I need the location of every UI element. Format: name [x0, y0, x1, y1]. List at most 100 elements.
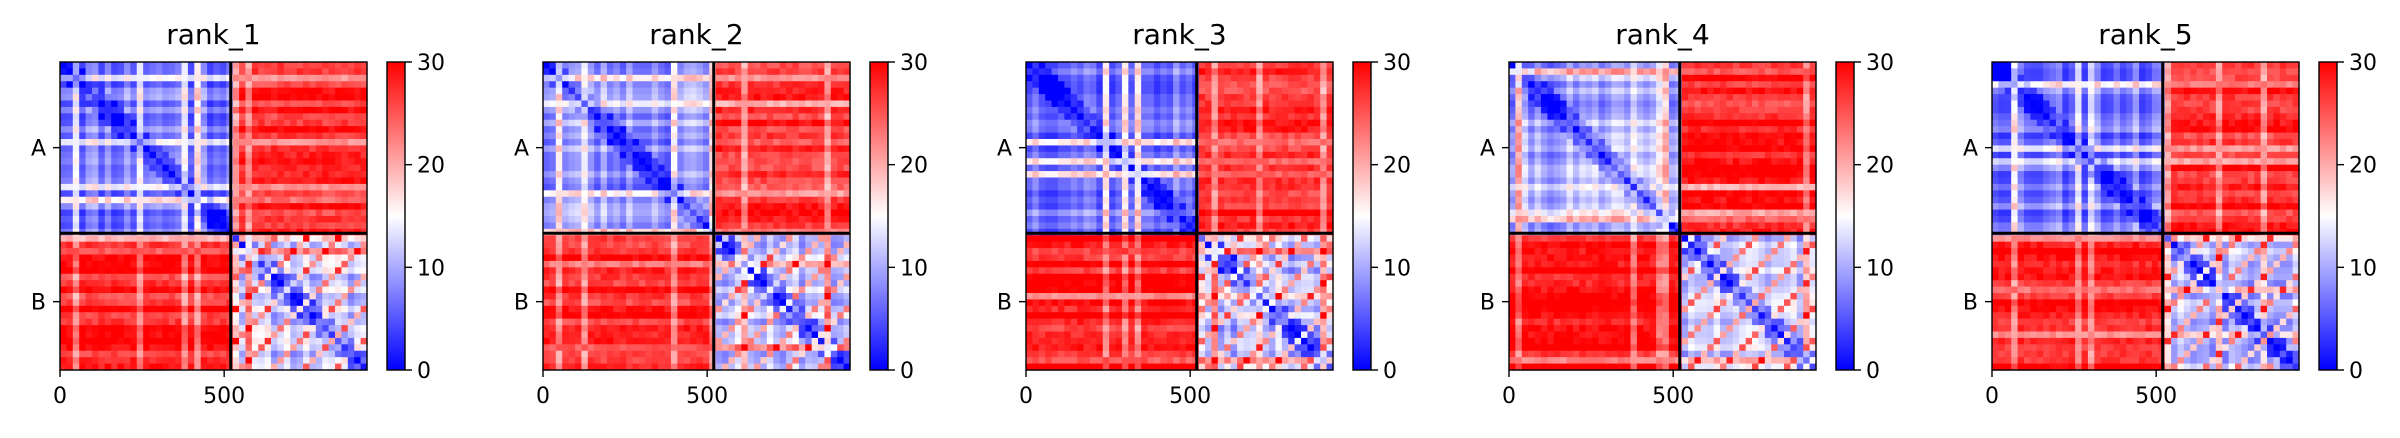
heatmap-cell	[798, 203, 806, 211]
heatmap-cell	[773, 350, 781, 358]
heatmap-cell	[251, 337, 259, 345]
heatmap-cell	[79, 216, 87, 224]
heatmap-cell	[271, 100, 279, 108]
heatmap-cell	[747, 132, 755, 140]
heatmap-cell	[798, 267, 806, 275]
heatmap-cell	[581, 158, 589, 166]
heatmap-cell	[187, 293, 195, 301]
heatmap-cell	[754, 299, 762, 307]
heatmap-cell	[328, 74, 336, 82]
heatmap-cell	[555, 216, 563, 224]
heatmap-cell	[277, 190, 285, 198]
panel-title: rank_1	[166, 18, 260, 51]
heatmap-cell	[594, 74, 602, 82]
heatmap-cell	[258, 151, 266, 159]
heatmap-cell	[773, 68, 781, 76]
heatmap-cell	[219, 119, 227, 127]
heatmap-cell	[824, 325, 832, 333]
heatmap-cell	[843, 171, 851, 179]
heatmap-cell	[1109, 81, 1117, 89]
heatmap-cell	[98, 87, 106, 95]
heatmap-cell	[741, 273, 749, 281]
heatmap-cell	[830, 305, 838, 313]
heatmap-cell	[555, 293, 563, 301]
heatmap-cell	[728, 299, 736, 307]
heatmap-cell	[1275, 62, 1283, 70]
heatmap-cell	[741, 62, 749, 70]
heatmap-cell	[773, 293, 781, 301]
heatmap-cell	[200, 331, 208, 339]
heatmap-cell	[760, 113, 768, 121]
heatmap-cell	[187, 337, 195, 345]
heatmap-cell	[754, 209, 762, 217]
heatmap-cell	[251, 177, 259, 185]
heatmap-cell	[696, 337, 704, 345]
heatmap-cell	[258, 203, 266, 211]
heatmap-cell	[232, 203, 240, 211]
heatmap-cell	[690, 337, 698, 345]
heatmap-cell	[354, 183, 362, 191]
heatmap-cell	[264, 62, 272, 70]
heatmap-cell	[702, 94, 710, 102]
heatmap-cell	[72, 222, 80, 230]
heatmap-cell	[360, 248, 368, 256]
heatmap-cell	[168, 126, 176, 134]
heatmap-cell	[606, 299, 614, 307]
heatmap-cell	[111, 363, 119, 371]
heatmap-cell	[683, 171, 691, 179]
heatmap-cell	[60, 209, 67, 217]
heatmap-cell	[677, 183, 685, 191]
heatmap-cell	[322, 158, 330, 166]
heatmap-cell	[207, 331, 215, 339]
heatmap-cell	[722, 273, 730, 281]
heatmap-cell	[207, 357, 215, 365]
heatmap-cell	[277, 62, 285, 70]
heatmap-cell	[200, 260, 208, 268]
heatmap-cell	[143, 171, 151, 179]
heatmap-cell	[175, 273, 183, 281]
heatmap-cell	[207, 312, 215, 320]
heatmap-cell	[335, 305, 343, 313]
heatmap-cell	[290, 280, 298, 288]
heatmap-cell	[773, 171, 781, 179]
heatmap-cell	[258, 273, 266, 281]
heatmap-cell	[568, 119, 576, 127]
heatmap-cell	[562, 62, 570, 70]
heatmap-cell	[613, 273, 621, 281]
heatmap-cell	[683, 126, 691, 134]
heatmap-cell	[664, 312, 672, 320]
heatmap-cell	[136, 68, 144, 76]
heatmap-cell	[271, 299, 279, 307]
heatmap-cell	[715, 87, 723, 95]
heatmap-cell	[187, 273, 195, 281]
heatmap-cell	[155, 363, 163, 371]
heatmap-cell	[130, 68, 138, 76]
heatmap-cell	[123, 171, 131, 179]
heatmap-cell	[1205, 100, 1213, 108]
heatmap-cell	[85, 119, 93, 127]
heatmap-cell	[696, 312, 704, 320]
heatmap-cell	[594, 183, 602, 191]
heatmap-cell	[264, 171, 272, 179]
heatmap-cell	[824, 139, 832, 147]
heatmap-cell	[843, 363, 851, 371]
heatmap-cell	[818, 357, 826, 365]
heatmap-cell	[98, 318, 106, 326]
heatmap-cell	[162, 177, 170, 185]
heatmap-cell	[341, 363, 349, 371]
heatmap-cell	[335, 280, 343, 288]
heatmap-cell	[683, 248, 691, 256]
heatmap-cell	[786, 235, 794, 243]
heatmap-cell	[811, 357, 819, 365]
heatmap-cell	[677, 87, 685, 95]
heatmap-cell	[155, 331, 163, 339]
heatmap-cell	[702, 183, 710, 191]
heatmap-cell	[1109, 94, 1117, 102]
heatmap-cell	[258, 164, 266, 172]
heatmap-cell	[328, 248, 336, 256]
heatmap-cell	[645, 254, 653, 262]
heatmap-cell	[232, 248, 240, 256]
heatmap-cell	[741, 222, 749, 230]
heatmap-cell	[690, 119, 698, 127]
heatmap-cell	[664, 260, 672, 268]
